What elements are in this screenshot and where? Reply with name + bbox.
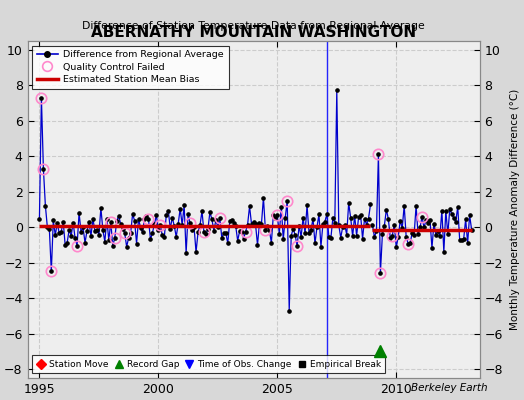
Text: Berkeley Earth: Berkeley Earth: [411, 383, 487, 393]
Title: ABERNATHY MOUNTAIN WASHINGTON: ABERNATHY MOUNTAIN WASHINGTON: [91, 25, 416, 40]
Text: Difference of Station Temperature Data from Regional Average: Difference of Station Temperature Data f…: [82, 21, 425, 31]
Y-axis label: Monthly Temperature Anomaly Difference (°C): Monthly Temperature Anomaly Difference (…: [510, 89, 520, 330]
Legend: Station Move, Record Gap, Time of Obs. Change, Empirical Break: Station Move, Record Gap, Time of Obs. C…: [32, 356, 385, 374]
